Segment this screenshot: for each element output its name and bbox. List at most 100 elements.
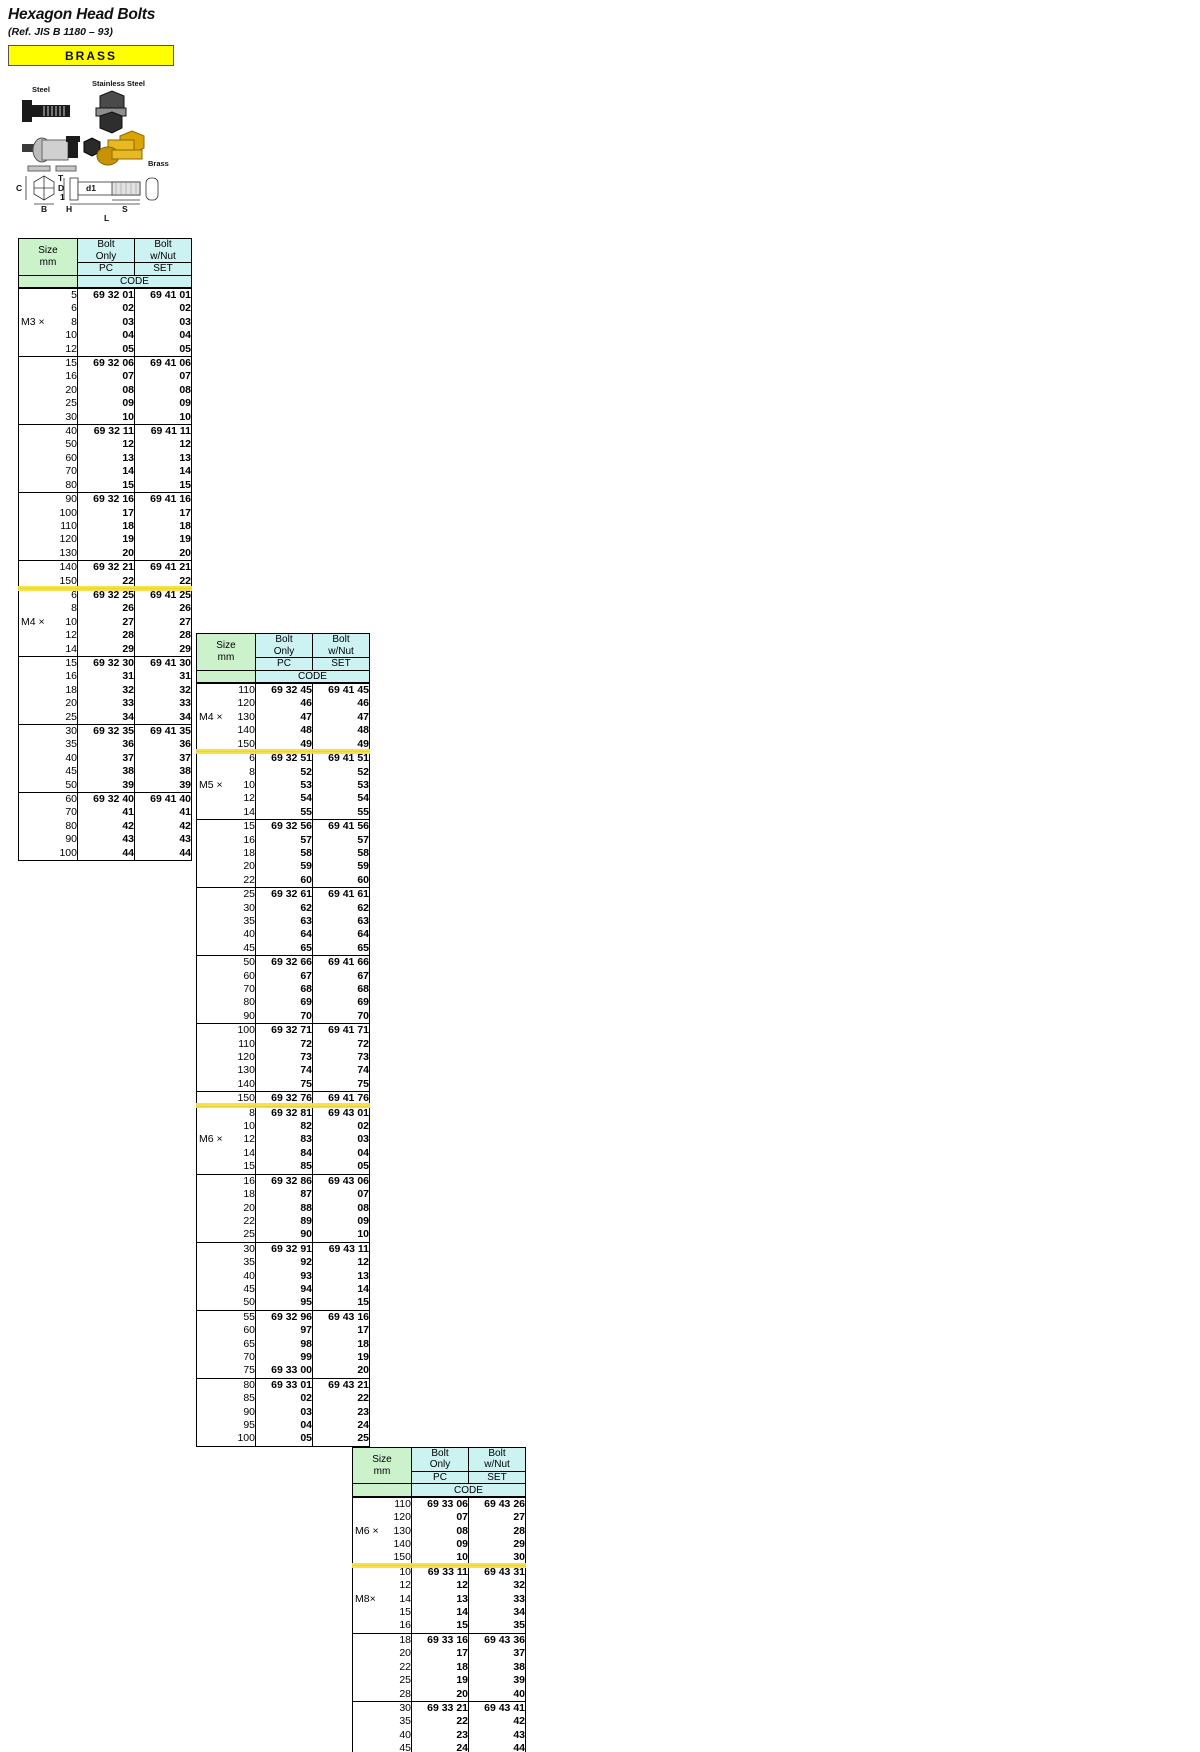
cell-size: 20 — [18, 383, 78, 398]
table-row: 15 69 32 06 69 41 06 — [18, 356, 192, 371]
table-row: 20 59 59 — [196, 860, 370, 874]
header-row-1: Size mm Bolt Only Bolt w/Nut — [18, 238, 192, 276]
cell-size: 16 — [18, 670, 78, 684]
cell-code-pc: 69 32 35 — [77, 724, 135, 739]
cell-size: 75 — [196, 1364, 256, 1379]
cell-code-pc: 69 33 16 — [411, 1632, 469, 1648]
header-bolt-with-nut: Bolt w/Nut — [312, 633, 370, 659]
cell-size: 25 — [196, 1228, 256, 1243]
dim-label-l: L — [104, 213, 109, 223]
header-bolt-only: Bolt Only — [255, 633, 313, 659]
cell-code-set: 39 — [134, 778, 192, 793]
cell-code-set: 42 — [134, 819, 192, 834]
cell-size: 40 — [196, 1269, 256, 1283]
table-row: 8 52 52 — [196, 765, 370, 779]
cell-code-set: 12 — [134, 438, 192, 452]
cell-size: 20 — [196, 1201, 256, 1215]
table-row: 5 69 32 01 69 41 01 — [18, 286, 192, 303]
cell-code-set: 10 — [134, 410, 192, 425]
cell-size: 5 — [18, 286, 78, 303]
cell-code-set: 38 — [134, 765, 192, 779]
cell-size: M6 × 130 — [352, 1524, 412, 1539]
cell-code-set: 69 43 21 — [312, 1377, 370, 1393]
cell-code-pc: 69 32 86 — [255, 1173, 313, 1189]
cell-size: 10 — [18, 329, 78, 343]
cell-size: 20 — [18, 697, 78, 711]
cell-size: 110 — [352, 1495, 412, 1512]
cell-code-pc: 65 — [255, 941, 313, 956]
cell-code-pc: 07 — [411, 1511, 469, 1525]
cell-code-set: 25 — [312, 1432, 370, 1447]
cell-code-set: 43 — [134, 833, 192, 847]
cell-code-set: 28 — [468, 1524, 526, 1539]
table-row: 50 12 12 — [18, 438, 192, 452]
table-row: 100 44 44 — [18, 846, 192, 862]
cell-code-set: 69 41 01 — [134, 286, 192, 303]
spec-table: Size mm Bolt Only Bolt w/Nut PC SET CODE 110 69 3… — [196, 633, 370, 1447]
cell-size: 30 — [196, 1241, 256, 1257]
cell-size: 110 — [18, 519, 78, 534]
table-row: 35 36 36 — [18, 738, 192, 752]
section-highlight-bar — [196, 749, 370, 755]
cell-code-pc: 12 — [77, 438, 135, 452]
header-row-1: Size mm Bolt Only Bolt w/Nut — [352, 1446, 526, 1485]
table-row: 40 64 64 — [196, 928, 370, 942]
cell-size: 60 — [196, 969, 256, 983]
dim-label-t: T — [58, 173, 64, 183]
cell-code-pc: 69 32 56 — [255, 819, 313, 834]
cell-code-pc: 38 — [77, 765, 135, 779]
cell-size: 140 — [18, 560, 78, 575]
product-illustration: Steel Stainless Steel Brass — [8, 78, 190, 223]
table-row: 12 12 32 — [352, 1579, 526, 1593]
cell-size: 35 — [196, 914, 256, 929]
header-bolt-with-nut: Bolt w/Nut — [468, 1446, 526, 1472]
cell-code-set: 39 — [468, 1674, 526, 1688]
cell-size: 35 — [18, 738, 78, 752]
cell-code-pc: 89 — [255, 1214, 313, 1229]
cell-code-set: 14 — [134, 465, 192, 479]
cell-size: 120 — [196, 1051, 256, 1065]
cell-size: 18 — [196, 846, 256, 861]
steel-bolt-icon — [22, 100, 70, 122]
cell-code-pc: 69 33 06 — [411, 1495, 469, 1512]
cell-code-pc: 69 32 45 — [255, 682, 313, 698]
table-row: 15 85 05 — [196, 1160, 370, 1175]
table-row: 110 69 32 45 69 41 45 — [196, 682, 370, 698]
table-row: 60 97 17 — [196, 1324, 370, 1338]
cell-code-pc: 32 — [77, 683, 135, 698]
table-row: 100 05 25 — [196, 1432, 370, 1447]
table-row: M6 × 12 83 03 — [196, 1133, 370, 1147]
page-header: Hexagon Head Bolts (Ref. JIS B 1180 – 93… — [8, 6, 190, 66]
brass-bolt-icon — [96, 130, 145, 166]
cell-code-pc: 59 — [255, 860, 313, 874]
cell-code-pc: 69 32 96 — [255, 1309, 313, 1325]
cell-size: 120 — [196, 697, 256, 711]
cell-size: M3 × 8 — [18, 315, 78, 330]
section-highlight-bar — [196, 1103, 370, 1109]
section-highlight-bar — [18, 586, 192, 591]
table-row: 6 02 02 — [18, 302, 192, 316]
cell-code-set: 03 — [134, 315, 192, 330]
cell-code-pc: 70 — [255, 1009, 313, 1024]
cell-code-pc: 12 — [411, 1579, 469, 1593]
table-row: 140 48 48 — [196, 724, 370, 738]
table-row: 60 13 13 — [18, 451, 192, 466]
cell-size: 18 — [18, 683, 78, 698]
table-row: 90 69 32 16 69 41 16 — [18, 492, 192, 507]
cell-code-set: 44 — [468, 1742, 526, 1752]
cell-code-set: 37 — [468, 1647, 526, 1661]
cell-code-pc: 92 — [255, 1256, 313, 1270]
cell-code-set: 17 — [134, 506, 192, 520]
cell-code-set: 18 — [312, 1337, 370, 1351]
cell-size: 110 — [196, 1037, 256, 1052]
cell-code-set: 08 — [134, 383, 192, 398]
cell-size: 25 — [18, 710, 78, 725]
table-row: 45 24 44 — [352, 1742, 526, 1752]
cell-size: 60 — [18, 792, 78, 807]
dim-label-s: S — [122, 204, 128, 214]
cell-code-pc: 58 — [255, 846, 313, 861]
cell-size: 25 — [352, 1674, 412, 1688]
cell-code-set: 33 — [134, 697, 192, 711]
cell-code-pc: 37 — [77, 751, 135, 766]
